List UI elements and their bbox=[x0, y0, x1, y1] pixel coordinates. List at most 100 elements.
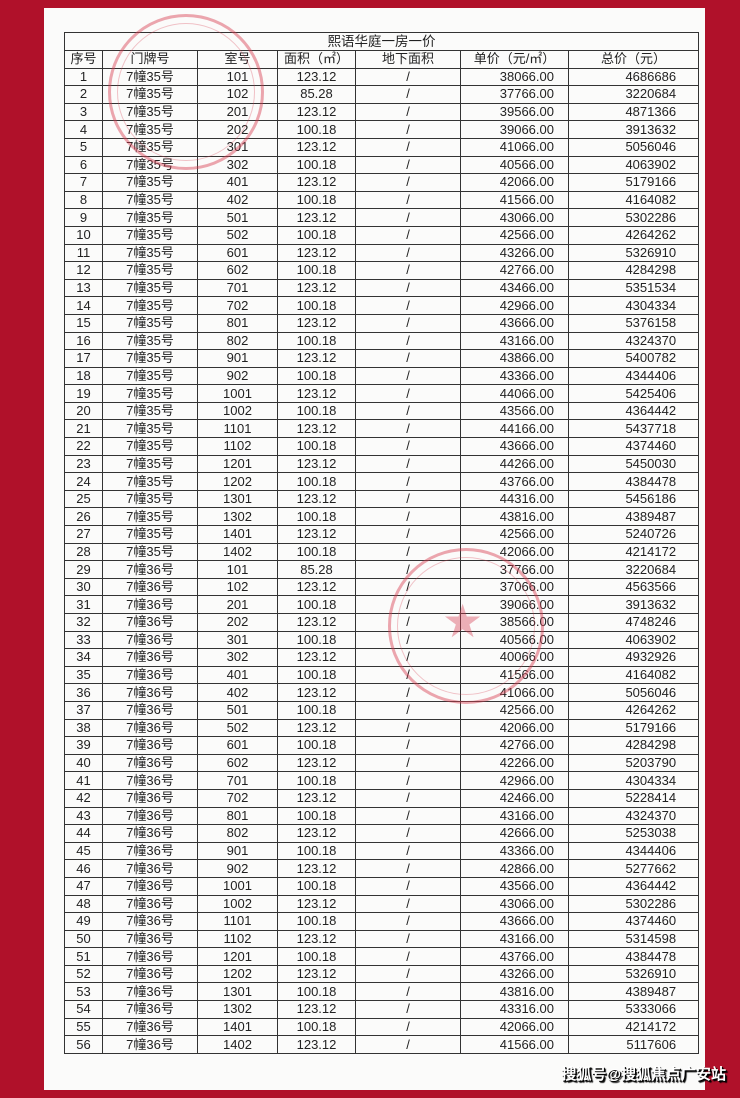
cell-index: 39 bbox=[64, 736, 103, 755]
cell-room-number: 202 bbox=[197, 120, 278, 139]
cell-index: 12 bbox=[64, 261, 103, 280]
table-row: 12 7幢35号 602 100.18/42766.00 4284298 bbox=[64, 261, 700, 280]
cell-total-price: 4871366 bbox=[567, 102, 700, 122]
cell-room-number: 1002 bbox=[197, 894, 278, 914]
cell-basement-area: / bbox=[355, 173, 461, 192]
cell-index: 27 bbox=[64, 525, 103, 544]
cell-room-number: 201 bbox=[197, 595, 278, 614]
cell-index: 11 bbox=[64, 243, 103, 263]
cell-room-number: 502 bbox=[197, 225, 278, 245]
cell-index: 8 bbox=[64, 190, 103, 210]
cell-unit-price: 42066.00 bbox=[460, 542, 569, 562]
cell-area: 123.12 bbox=[277, 788, 356, 808]
cell-basement-area: / bbox=[355, 1017, 461, 1037]
cell-room-number: 201 bbox=[197, 102, 278, 122]
cell-unit-price: 37766.00 bbox=[460, 85, 569, 104]
cell-room-number: 1102 bbox=[197, 437, 278, 456]
cell-door-number: 7幢35号 bbox=[102, 437, 198, 456]
cell-area: 100.18 bbox=[277, 806, 356, 826]
cell-door-number: 7幢36号 bbox=[102, 1017, 198, 1037]
cell-room-number: 401 bbox=[197, 665, 278, 685]
cell-index: 3 bbox=[64, 102, 103, 122]
cell-room-number: 1302 bbox=[197, 1000, 278, 1019]
table-row: 20 7幢35号 1002 100.18/43566.00 4364442 bbox=[64, 401, 700, 421]
cell-room-number: 101 bbox=[197, 67, 278, 87]
table-row: 19 7幢35号 1001 123.12/44066.00 5425406 bbox=[64, 384, 700, 403]
cell-index: 18 bbox=[64, 366, 103, 386]
cell-index: 30 bbox=[64, 577, 103, 597]
cell-unit-price: 43866.00 bbox=[460, 349, 569, 368]
cell-unit-price: 40066.00 bbox=[460, 648, 569, 667]
cell-room-number: 602 bbox=[197, 753, 278, 773]
cell-room-number: 102 bbox=[197, 85, 278, 104]
cell-index: 48 bbox=[64, 894, 103, 914]
cell-room-number: 901 bbox=[197, 841, 278, 861]
cell-door-number: 7幢35号 bbox=[102, 225, 198, 245]
table-row: 49 7幢36号 1101 100.18/43666.00 4374460 bbox=[64, 912, 700, 931]
cell-index: 40 bbox=[64, 753, 103, 773]
cell-door-number: 7幢35号 bbox=[102, 102, 198, 122]
cell-total-price: 5056046 bbox=[567, 683, 700, 702]
cell-unit-price: 43816.00 bbox=[460, 507, 569, 527]
column-header-row: 序号 门牌号 室号 面积（㎡） 地下面积 单价（元/㎡） 总价（元） bbox=[64, 50, 700, 69]
table-row: 35 7幢36号 401 100.18/41566.00 4164082 bbox=[64, 665, 700, 685]
cell-total-price: 4324370 bbox=[567, 331, 700, 351]
cell-unit-price: 39066.00 bbox=[460, 120, 569, 139]
cell-door-number: 7幢36号 bbox=[102, 806, 198, 826]
cell-total-price: 5456186 bbox=[567, 489, 700, 509]
cell-unit-price: 42066.00 bbox=[460, 718, 569, 738]
cell-basement-area: / bbox=[355, 120, 461, 139]
cell-total-price: 4686686 bbox=[567, 67, 700, 87]
cell-basement-area: / bbox=[355, 665, 461, 685]
cell-area: 123.12 bbox=[277, 208, 356, 227]
cell-room-number: 401 bbox=[197, 173, 278, 192]
cell-unit-price: 42666.00 bbox=[460, 824, 569, 843]
cell-area: 100.18 bbox=[277, 437, 356, 456]
cell-room-number: 702 bbox=[197, 296, 278, 315]
cell-unit-price: 37066.00 bbox=[460, 577, 569, 597]
cell-index: 53 bbox=[64, 982, 103, 1002]
cell-unit-price: 42966.00 bbox=[460, 296, 569, 315]
cell-basement-area: / bbox=[355, 1035, 461, 1054]
cell-total-price: 5203790 bbox=[567, 753, 700, 773]
cell-unit-price: 38066.00 bbox=[460, 67, 569, 87]
table-row: 29 7幢36号 101 85.28/37766.00 3220684 bbox=[64, 560, 700, 579]
table-row: 32 7幢36号 202 123.12/38566.00 4748246 bbox=[64, 613, 700, 632]
cell-area: 100.18 bbox=[277, 947, 356, 966]
cell-index: 13 bbox=[64, 278, 103, 298]
column-header-total-price: 总价（元） bbox=[567, 50, 700, 69]
cell-area: 100.18 bbox=[277, 296, 356, 315]
cell-index: 28 bbox=[64, 542, 103, 562]
cell-room-number: 501 bbox=[197, 208, 278, 227]
cell-basement-area: / bbox=[355, 225, 461, 245]
cell-room-number: 1002 bbox=[197, 401, 278, 421]
table-row: 38 7幢36号 502 123.12/42066.00 5179166 bbox=[64, 718, 700, 738]
column-header-unit-price: 单价（元/㎡） bbox=[460, 50, 569, 69]
cell-basement-area: / bbox=[355, 208, 461, 227]
cell-basement-area: / bbox=[355, 137, 461, 157]
cell-door-number: 7幢35号 bbox=[102, 190, 198, 210]
cell-area: 123.12 bbox=[277, 489, 356, 509]
cell-index: 55 bbox=[64, 1017, 103, 1037]
table-row: 34 7幢36号 302 123.12/40066.00 4932926 bbox=[64, 648, 700, 667]
cell-area: 123.12 bbox=[277, 102, 356, 122]
cell-unit-price: 42066.00 bbox=[460, 173, 569, 192]
cell-index: 46 bbox=[64, 859, 103, 878]
cell-door-number: 7幢35号 bbox=[102, 419, 198, 439]
cell-total-price: 5056046 bbox=[567, 137, 700, 157]
cell-unit-price: 43766.00 bbox=[460, 947, 569, 966]
cell-door-number: 7幢36号 bbox=[102, 577, 198, 597]
table-row: 15 7幢35号 801 123.12/43666.00 5376158 bbox=[64, 313, 700, 333]
cell-room-number: 1001 bbox=[197, 876, 278, 896]
cell-unit-price: 43316.00 bbox=[460, 1000, 569, 1019]
cell-room-number: 1202 bbox=[197, 472, 278, 491]
cell-total-price: 5179166 bbox=[567, 173, 700, 192]
cell-door-number: 7幢35号 bbox=[102, 454, 198, 474]
table-row: 41 7幢36号 701 100.18/42966.00 4304334 bbox=[64, 771, 700, 790]
cell-door-number: 7幢35号 bbox=[102, 137, 198, 157]
cell-door-number: 7幢36号 bbox=[102, 753, 198, 773]
cell-total-price: 5277662 bbox=[567, 859, 700, 878]
cell-area: 123.12 bbox=[277, 278, 356, 298]
cell-door-number: 7幢36号 bbox=[102, 1000, 198, 1019]
cell-room-number: 702 bbox=[197, 788, 278, 808]
